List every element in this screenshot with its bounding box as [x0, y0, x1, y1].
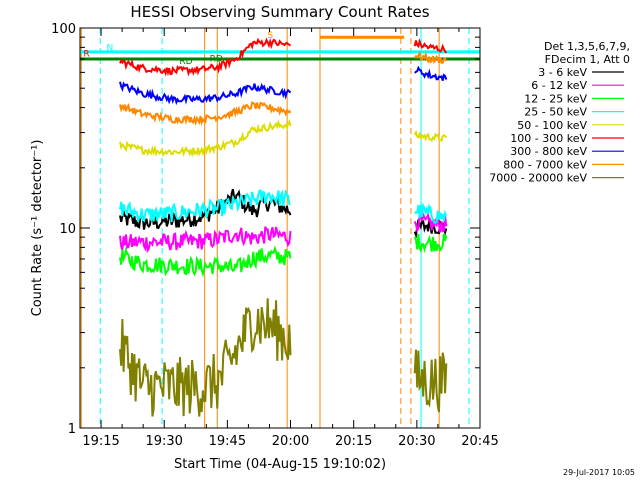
x-tick-label: 20:30 — [398, 434, 435, 449]
footer-date: 29-Jul-2017 10:05 — [563, 468, 635, 477]
x-axis: 19:15 19:30 19:45 20:00 20:15 20:30 20:45 — [79, 28, 499, 449]
series-trace — [414, 202, 448, 224]
x-tick-label: 19:30 — [145, 434, 182, 449]
y-axis: 1 10 100 — [51, 22, 480, 437]
legend-entry-label: 12 - 25 keV — [524, 92, 587, 105]
legend-entry-label: 3 - 6 keV — [538, 66, 587, 79]
y-tick-label: 10 — [59, 222, 76, 237]
legend-entry-label: 800 - 7000 keV — [503, 158, 587, 171]
legend-header: FDecim 1, Att 0 — [545, 53, 630, 66]
chart-title: HESSI Observing Summary Count Rates — [130, 3, 429, 21]
series-7000-20000-kev — [119, 298, 448, 417]
series-trace — [119, 188, 291, 223]
series-300-800-kev — [119, 65, 448, 106]
series-trace — [119, 298, 292, 417]
annotation-label: RD — [210, 54, 223, 64]
series-800-7000-kev — [119, 35, 448, 127]
series-trace — [413, 38, 448, 54]
series-trace — [119, 226, 292, 254]
x-axis-label: Start Time (04-Aug-15 19:10:02) — [174, 457, 386, 472]
series-trace — [119, 37, 292, 77]
x-tick-label: 20:45 — [461, 434, 498, 449]
annotation-label: S — [267, 31, 273, 41]
plot-area: N R RD RD S — [79, 28, 480, 428]
annotation-label: N — [107, 44, 114, 54]
series-100-300-kev — [119, 37, 448, 77]
series-trace — [413, 50, 448, 64]
series-trace — [414, 65, 448, 81]
series-trace — [119, 81, 292, 106]
legend: Det 1,3,5,6,7,9,FDecim 1, Att 03 - 6 keV… — [489, 40, 630, 185]
series-trace — [119, 101, 292, 127]
series-trace — [119, 245, 292, 278]
legend-entry-label: 25 - 50 keV — [524, 106, 587, 119]
x-tick-label: 20:15 — [335, 434, 372, 449]
series-25-50-kev — [119, 188, 448, 224]
y-tick-label: 100 — [51, 22, 76, 37]
legend-entry-label: 7000 - 20000 keV — [489, 172, 587, 185]
series-12-25-kev — [119, 233, 448, 278]
series-trace — [119, 119, 292, 158]
legend-entry-label: 6 - 12 keV — [531, 79, 587, 92]
series-trace — [413, 129, 448, 143]
annotation-label: R — [83, 50, 89, 60]
legend-entry-label: 300 - 800 keV — [510, 145, 587, 158]
y-axis-label: Count Rate (s⁻¹ detector⁻¹) — [30, 140, 45, 317]
annotation-label: RD — [179, 57, 192, 67]
series-trace — [413, 233, 448, 254]
x-tick-label: 20:00 — [272, 434, 309, 449]
legend-entry-label: 100 - 300 keV — [510, 132, 587, 145]
x-tick-label: 19:45 — [209, 434, 246, 449]
series-50-100-kev — [119, 119, 448, 158]
series-trace — [413, 349, 448, 413]
legend-entry-label: 50 - 100 keV — [517, 119, 587, 132]
x-tick-label: 19:15 — [82, 434, 119, 449]
y-tick-label: 1 — [68, 422, 76, 437]
legend-header: Det 1,3,5,6,7,9, — [544, 40, 630, 53]
